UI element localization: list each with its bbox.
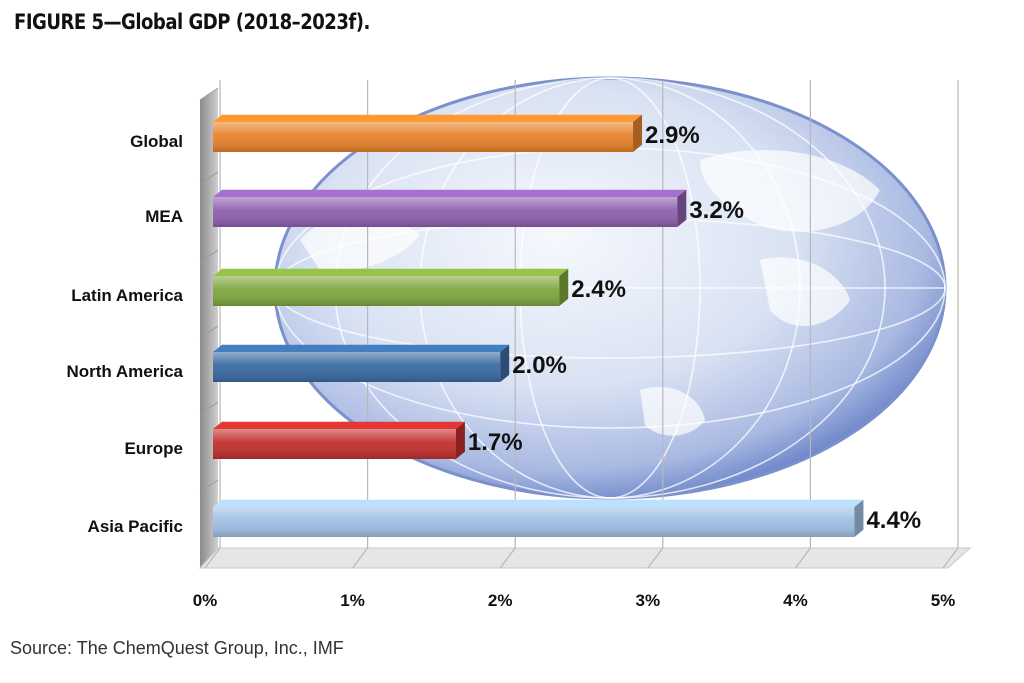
category-label: Europe (124, 439, 183, 458)
category-label: MEA (145, 207, 183, 226)
bar-global (213, 114, 643, 152)
bar-north-america (213, 344, 510, 382)
bar-shine (213, 197, 678, 227)
bar-top (213, 499, 864, 507)
bar-top (213, 268, 569, 276)
x-tick-label: 4% (783, 591, 808, 610)
bar-end (500, 344, 510, 382)
bar-shine (213, 276, 560, 306)
floor-tick-4 (794, 547, 811, 569)
x-tick-label: 5% (931, 591, 956, 610)
data-label: 2.0% (512, 352, 567, 379)
bar-end (633, 114, 643, 152)
bar-top (213, 189, 687, 197)
bar-top (213, 344, 510, 352)
floor-tick-5 (942, 547, 959, 569)
bar-end (854, 499, 864, 537)
source-note: Source: The ChemQuest Group, Inc., IMF (10, 638, 344, 658)
floor-tick-2 (499, 547, 516, 569)
category-labels: Global MEA Latin America North America Europ… (66, 132, 183, 536)
bar-shine (213, 122, 634, 152)
data-label: 2.4% (571, 276, 626, 303)
bar-asia-pacific (213, 499, 864, 537)
bar-latin-america (213, 268, 569, 306)
data-label: 1.7% (468, 429, 523, 456)
bar-top (213, 421, 465, 429)
x-tick-label: 1% (340, 591, 365, 610)
x-tick-label: 2% (488, 591, 513, 610)
bar-end (455, 421, 465, 459)
wall-tick-0 (199, 87, 219, 101)
data-label: 4.4% (866, 507, 921, 534)
x-axis: 0% 1% 2% 3% 4% 5% (193, 591, 956, 610)
globe-illustration (273, 76, 947, 500)
bars (213, 114, 864, 537)
bar-end (559, 268, 569, 306)
category-label: Asia Pacific (88, 517, 183, 536)
wall-tick-3 (199, 325, 219, 339)
floor-tick-1 (352, 547, 369, 569)
bar-europe (213, 421, 465, 459)
wall-tick-2 (199, 249, 219, 263)
grid-lines (199, 80, 959, 569)
wall-tick-4 (199, 401, 219, 415)
category-label: Global (130, 132, 183, 151)
bar-top (213, 114, 643, 122)
category-label: North America (66, 362, 183, 381)
category-label: Latin America (71, 286, 183, 305)
bar-shine (213, 352, 501, 382)
bar-mea (213, 189, 687, 227)
wall-tick-1 (199, 171, 219, 185)
x-tick-label: 0% (193, 591, 218, 610)
floor-tick-3 (647, 547, 664, 569)
bar-end (677, 189, 687, 227)
bar-shine (213, 429, 456, 459)
data-label: 2.9% (645, 122, 700, 149)
figure-title: FIGURE 5—Global GDP (2018–2023f). (14, 10, 370, 34)
floor-tick-0 (204, 547, 221, 569)
data-label: 3.2% (689, 197, 744, 224)
x-tick-label: 3% (636, 591, 661, 610)
data-labels: 2.9% 3.2% 2.4% 2.0% 1.7% 4.4% (468, 122, 921, 534)
wall-tick-5 (199, 479, 219, 493)
bar-shine (213, 507, 855, 537)
